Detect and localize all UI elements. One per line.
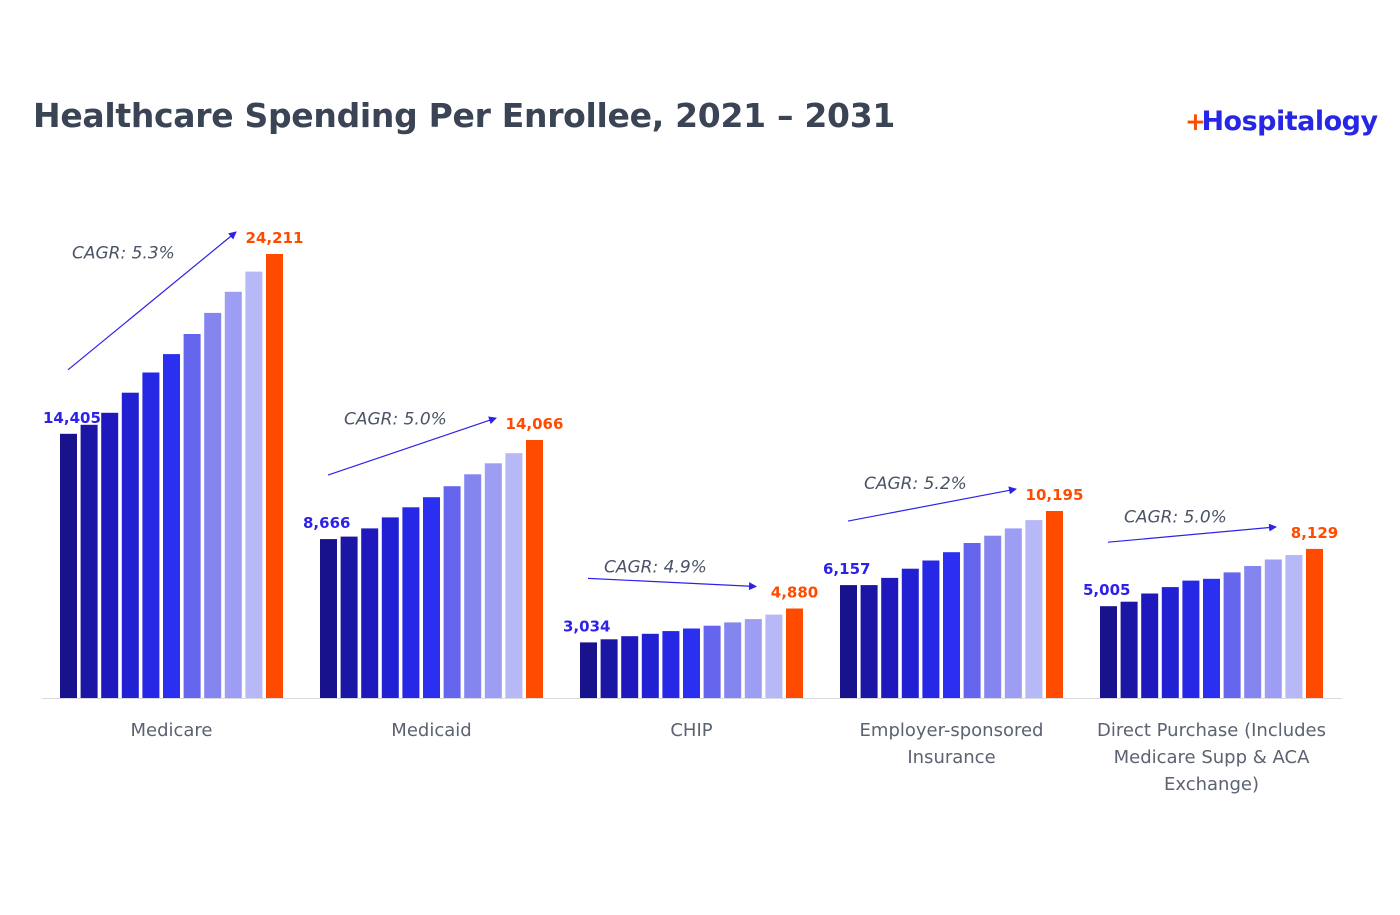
bar xyxy=(163,354,180,698)
end-value-label: 24,211 xyxy=(246,229,304,247)
bar xyxy=(443,486,461,698)
start-value-label: 8,666 xyxy=(303,514,350,532)
bar xyxy=(526,440,543,698)
bar xyxy=(142,372,160,698)
bar xyxy=(840,585,857,698)
cagr-label: CAGR: 4.9% xyxy=(604,557,707,577)
logo-text: Hospitalogy xyxy=(1201,106,1378,137)
bar xyxy=(183,334,201,698)
bar xyxy=(1285,555,1303,698)
bar xyxy=(204,312,222,698)
bar xyxy=(703,625,721,698)
bar xyxy=(1203,578,1220,698)
bar xyxy=(60,433,77,698)
bar xyxy=(963,543,981,698)
start-value-label: 5,005 xyxy=(1083,581,1130,599)
cagr-label: CAGR: 5.3% xyxy=(72,244,175,264)
bar xyxy=(224,291,242,698)
bar xyxy=(641,633,659,698)
end-value-label: 14,066 xyxy=(506,415,564,433)
trend-arrow xyxy=(327,416,497,476)
cagr-label: CAGR: 5.2% xyxy=(864,474,967,494)
category-label: CHIP xyxy=(670,720,712,741)
bar xyxy=(266,254,283,698)
bar xyxy=(1223,572,1241,698)
trend-arrow xyxy=(587,577,757,591)
bar xyxy=(381,517,399,698)
start-value-label: 3,034 xyxy=(563,617,610,635)
bar xyxy=(101,412,119,698)
category-label: Medicaid xyxy=(391,720,471,741)
category-label: Direct Purchase (Includes Medicare Supp &… xyxy=(1097,720,1326,795)
bar xyxy=(744,619,762,698)
bar xyxy=(320,539,337,698)
bar xyxy=(901,568,919,698)
end-value-label: 4,880 xyxy=(771,584,818,602)
bar xyxy=(1120,601,1138,698)
bar xyxy=(340,536,358,698)
bar xyxy=(860,585,878,698)
bar xyxy=(881,577,899,698)
bar xyxy=(1141,593,1159,698)
bar xyxy=(121,392,139,698)
bar xyxy=(464,474,482,698)
bar xyxy=(580,642,597,698)
bar xyxy=(1264,559,1282,698)
trend-arrow xyxy=(847,486,1017,522)
hospitalogy-logo: +Hospitalogy xyxy=(1185,106,1378,137)
bar xyxy=(80,424,98,698)
chart-title: Healthcare Spending Per Enrollee, 2021 –… xyxy=(33,96,896,135)
bar xyxy=(361,528,379,698)
bar xyxy=(423,497,440,698)
trend-arrow xyxy=(1107,523,1277,543)
category-label: Employer-sponsored Insurance xyxy=(860,720,1044,768)
bar xyxy=(724,622,742,698)
bar xyxy=(402,507,420,698)
bar xyxy=(1046,511,1063,698)
plus-icon: + xyxy=(1185,107,1206,136)
bar xyxy=(984,535,1002,698)
bar xyxy=(505,453,523,698)
bar xyxy=(1025,520,1043,698)
start-value-label: 14,405 xyxy=(43,409,101,427)
cagr-label: CAGR: 5.0% xyxy=(344,409,447,429)
start-value-label: 6,157 xyxy=(823,560,870,578)
trend-arrow xyxy=(67,231,237,371)
bar xyxy=(1100,606,1117,698)
end-value-label: 8,129 xyxy=(1291,524,1338,542)
bar xyxy=(1182,580,1200,698)
bar xyxy=(683,628,700,698)
end-value-label: 10,195 xyxy=(1026,486,1084,504)
bar xyxy=(922,560,940,698)
bar xyxy=(786,608,803,698)
bar xyxy=(600,639,618,698)
bar xyxy=(621,636,639,698)
bar xyxy=(1306,548,1323,698)
bar xyxy=(765,614,783,698)
bar xyxy=(1161,587,1179,698)
bar xyxy=(1244,566,1262,698)
cagr-label: CAGR: 5.0% xyxy=(1124,508,1227,528)
category-label: Medicare xyxy=(130,720,212,741)
bar xyxy=(943,552,960,698)
bar xyxy=(662,631,680,698)
bar xyxy=(1004,528,1022,698)
bar xyxy=(484,463,502,698)
bar xyxy=(245,271,263,698)
